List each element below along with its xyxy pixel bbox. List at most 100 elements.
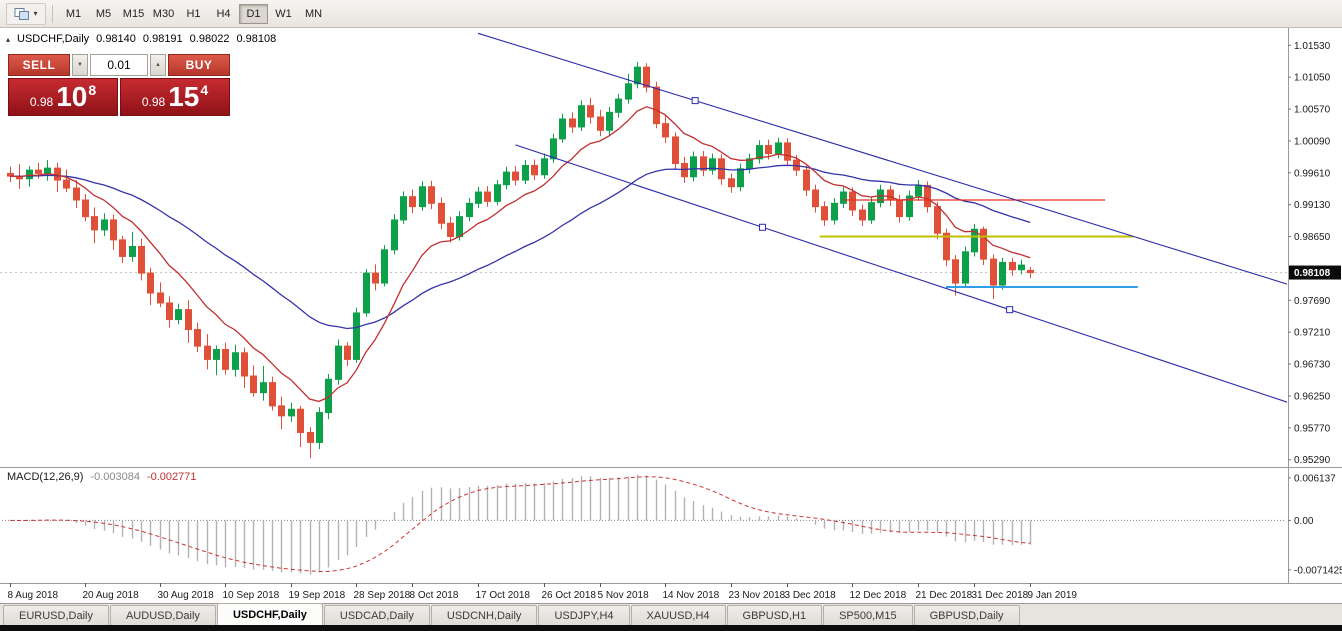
candle-body (952, 259, 959, 284)
price-axis-label: 0.99610 (1294, 168, 1331, 179)
ohlc-high: 0.98191 (142, 33, 183, 45)
ask-prefix: 0.98 (141, 95, 166, 109)
time-axis-label: 30 Aug 2018 (158, 590, 215, 601)
trendline-handle[interactable] (759, 223, 767, 231)
price-axis-label: 1.01530 (1294, 41, 1331, 52)
candle-body (288, 408, 295, 417)
timeframe-button-d1[interactable]: D1 (239, 3, 268, 24)
candle-body (26, 169, 33, 180)
candle-body (157, 292, 164, 304)
price-axis-label: 1.00570 (1294, 105, 1331, 116)
chart-profile-icon (14, 7, 30, 20)
ask-price-tile[interactable]: 0.98 15 4 (120, 78, 230, 116)
candle-body (119, 239, 126, 257)
time-axis-label: 8 Oct 2018 (410, 590, 459, 601)
trade-prices-row: 0.98 10 8 0.98 15 4 (8, 78, 230, 116)
price-axis-label: 0.98650 (1294, 232, 1331, 243)
time-axis-label: 20 Aug 2018 (83, 590, 140, 601)
ask-pip-digit: 4 (200, 82, 209, 98)
candle-body (241, 352, 248, 377)
chart-tab-gbpusd-daily[interactable]: GBPUSD,Daily (913, 605, 1020, 625)
time-axis-label: 28 Sep 2018 (354, 590, 411, 601)
timeframe-button-m30[interactable]: M30 (149, 4, 178, 24)
price-axis-label: 1.01050 (1294, 73, 1331, 84)
candle-body (129, 246, 136, 257)
candle-body (466, 202, 473, 218)
macd-axis-label: -0.0071425 (1294, 565, 1342, 576)
candle-body (35, 169, 42, 174)
chart-tab-eurusd-daily[interactable]: EURUSD,Daily (3, 605, 109, 625)
candle-body (419, 186, 426, 208)
candle-body (1027, 269, 1034, 274)
timeframe-button-m15[interactable]: M15 (119, 4, 148, 24)
chart-tab-usdchf-daily[interactable]: USDCHF,Daily (216, 603, 323, 625)
candle-body (297, 408, 304, 433)
sell-button[interactable]: SELL (8, 54, 70, 76)
chart-tab-usdjpy-h4[interactable]: USDJPY,H4 (538, 605, 630, 625)
chart-tab-sp500-m15[interactable]: SP500,M15 (823, 605, 913, 625)
bid-pip-digit: 8 (88, 82, 97, 98)
chart-tab-xauusd-h4[interactable]: XAUUSD,H4 (630, 605, 726, 625)
candle-body (363, 272, 370, 314)
timeframe-button-w1[interactable]: W1 (269, 4, 298, 24)
caret-down-icon: ▼ (77, 62, 83, 68)
timeframe-button-m1[interactable]: M1 (59, 4, 88, 24)
one-click-trading-panel: SELL ▼ 0.01 ▲ BUY 0.98 10 8 0.98 15 4 (8, 54, 230, 116)
timeframe-button-m5[interactable]: M5 (89, 4, 118, 24)
timeframe-button-mn[interactable]: MN (299, 4, 328, 24)
macd-main-value: -0.003084 (90, 471, 140, 483)
chart-panel: 1.01530 1.01050 1.00570 1.00090 0.99610 0.991… (0, 28, 1342, 603)
plot-area (0, 32, 1292, 459)
price-axis-label: 0.99130 (1294, 200, 1331, 211)
macd-histogram (9, 474, 1032, 575)
timeframe-button-h4[interactable]: H4 (209, 4, 238, 24)
candle-body (597, 116, 604, 131)
candle-body (990, 258, 997, 286)
one-click-collapse-arrow[interactable]: ▴ (6, 34, 11, 44)
volume-input[interactable]: 0.01 (90, 54, 148, 76)
candle-body (316, 412, 323, 443)
candle-body (924, 184, 931, 208)
ohlc-close: 0.98108 (236, 33, 277, 45)
price-axis[interactable] (1288, 28, 1342, 583)
volume-increase-button[interactable]: ▲ (150, 54, 166, 76)
candle-body (110, 219, 117, 241)
candle-body (765, 145, 772, 155)
chart-tab-audusd-daily[interactable]: AUDUSD,Daily (109, 605, 216, 625)
current-price-box (1289, 265, 1341, 280)
chart-tab-usdcnh-daily[interactable]: USDCNH,Daily (430, 605, 538, 625)
buy-button[interactable]: BUY (168, 54, 230, 76)
time-axis-label: 17 Oct 2018 (476, 590, 531, 601)
candle-body (44, 167, 51, 174)
chart-ohlc-header: ▴ USDCHF,Daily 0.98140 0.98191 0.98022 0… (6, 33, 276, 45)
trendline-handle[interactable] (1006, 306, 1014, 314)
candle-body (821, 206, 828, 221)
chart-tab-usdcad-daily[interactable]: USDCAD,Daily (323, 605, 430, 625)
chart-tab-gbpusd-h1[interactable]: GBPUSD,H1 (726, 605, 823, 625)
channel-lower-trendline[interactable] (515, 144, 1292, 404)
time-axis[interactable] (0, 583, 1342, 603)
channel-upper-trendline[interactable] (477, 32, 1292, 285)
trendline-handle[interactable] (691, 97, 699, 105)
candle-body (662, 123, 669, 138)
candle-body (175, 309, 182, 321)
time-axis-label: 26 Oct 2018 (542, 590, 597, 601)
volume-decrease-button[interactable]: ▼ (72, 54, 88, 76)
bid-price-tile[interactable]: 0.98 10 8 (8, 78, 118, 116)
candle-body (550, 138, 557, 160)
candle-body (73, 187, 80, 201)
time-axis-label: 10 Sep 2018 (223, 590, 280, 601)
time-axis-label: 21 Dec 2018 (916, 590, 973, 601)
candle-body (260, 382, 267, 394)
candle-body (559, 118, 566, 140)
candle-body (503, 171, 510, 186)
candle-body (194, 329, 201, 347)
macd-signal-line (9, 476, 1031, 572)
candle-body (372, 272, 379, 284)
ask-big-digits: 15 (168, 81, 200, 112)
timeframes-toolbar: ▾ M1 M5 M15 M30 H1 H4 D1 W1 MN (0, 0, 1342, 28)
timeframe-button-h1[interactable]: H1 (179, 4, 208, 24)
chart-profile-button[interactable]: ▾ (6, 2, 46, 25)
macd-name: MACD(12,26,9) (7, 471, 84, 483)
candle-body (943, 232, 950, 261)
